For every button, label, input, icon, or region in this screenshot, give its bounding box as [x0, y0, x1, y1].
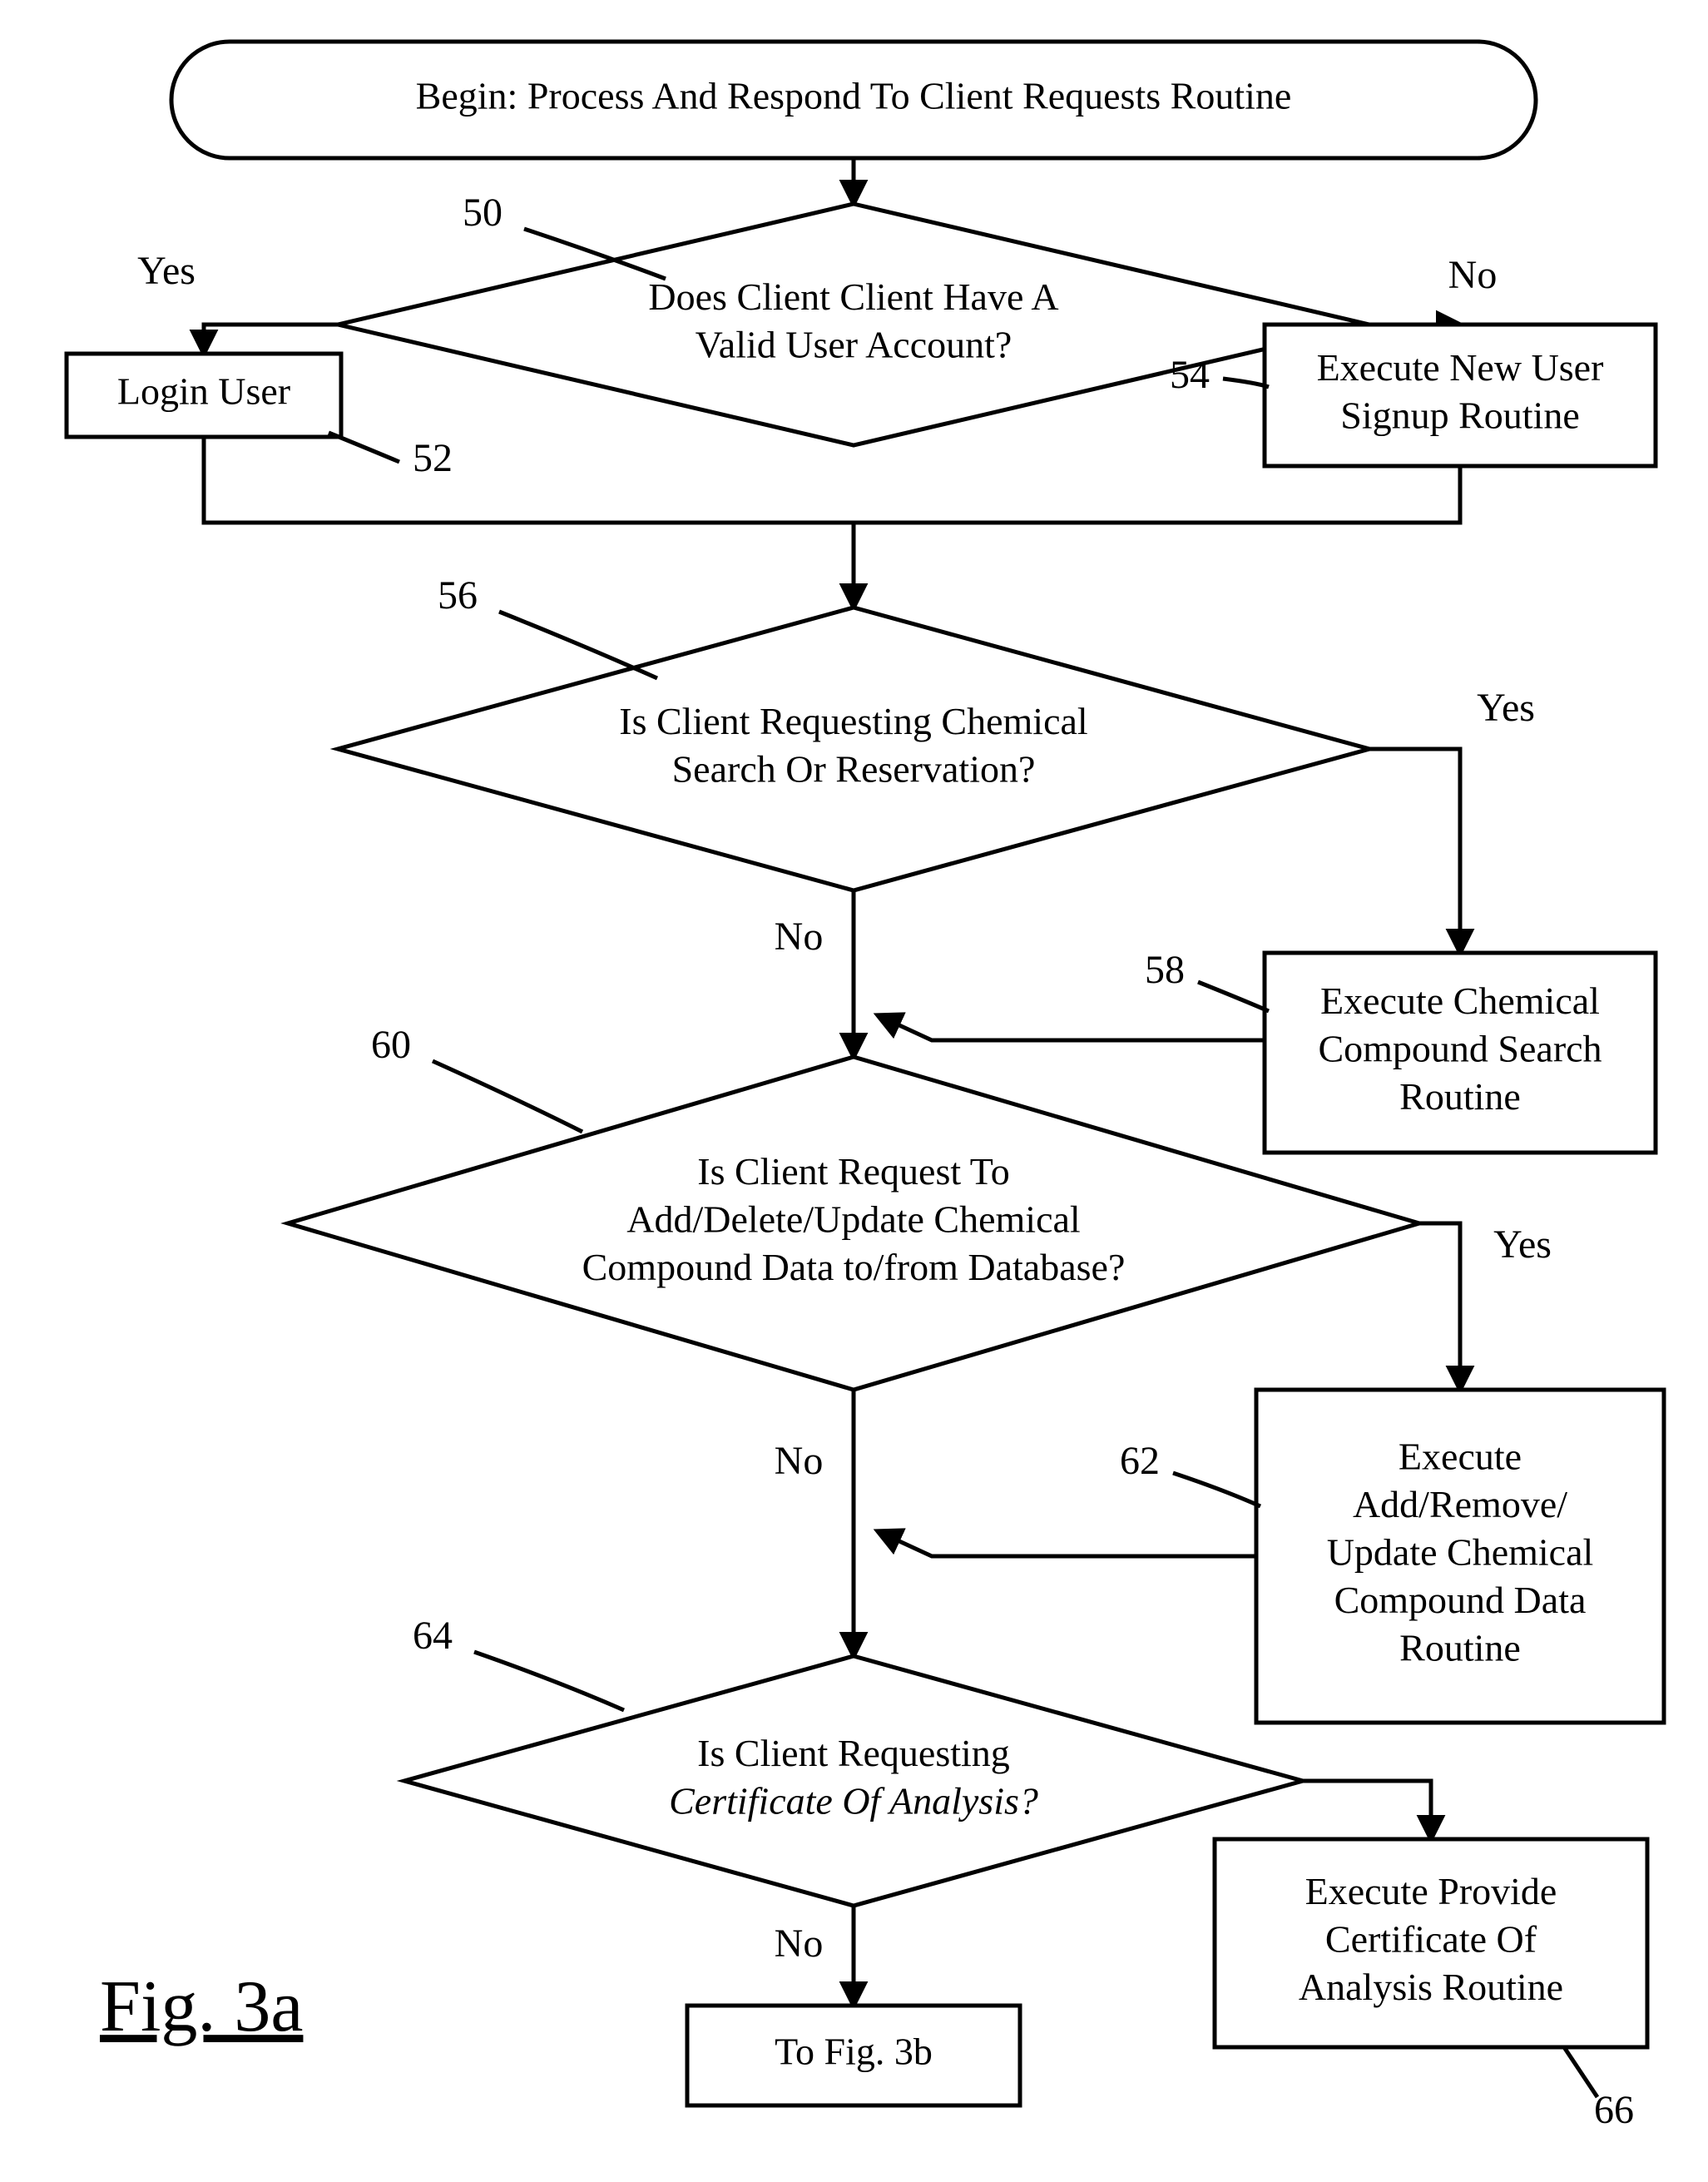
- reference-number: 58: [1145, 948, 1185, 992]
- edge-label: Yes: [1493, 1222, 1552, 1267]
- reference-leader: [1564, 2047, 1597, 2097]
- node-text-line: Analysis Routine: [1299, 1966, 1563, 2008]
- node-p52: Login User 52: [67, 354, 453, 480]
- node-text-line: Update Chemical: [1327, 1531, 1594, 1574]
- node-text-line: Certificate Of: [1325, 1918, 1537, 1961]
- node-text-line: Does Client Client Have A: [648, 275, 1058, 318]
- node-text-line: Is Client Requesting: [697, 1732, 1010, 1774]
- edge-label: Yes: [137, 249, 196, 293]
- node-text-line: Add/Remove/: [1353, 1483, 1567, 1525]
- reference-number: 64: [413, 1614, 453, 1658]
- node-text-line: Add/Delete/Update Chemical: [626, 1198, 1080, 1241]
- reference-leader: [329, 433, 399, 462]
- reference-number: 56: [438, 573, 478, 617]
- reference-number: 52: [413, 436, 453, 480]
- nodes-layer: Begin: Process And Respond To Client Req…: [67, 42, 1664, 2132]
- figure-label: Fig. 3a: [100, 1966, 303, 2047]
- node-d60: Is Client Request To Add/Delete/Update Ch…: [288, 1023, 1419, 1390]
- node-text-line: Execute: [1399, 1436, 1522, 1478]
- node-text-line: Compound Data to/from Database?: [582, 1246, 1126, 1288]
- node-d64: Is Client Requesting Certificate Of Analy…: [404, 1614, 1303, 1906]
- node-text-line: Is Client Requesting Chemical: [619, 700, 1087, 742]
- node-text-line: Search Or Reservation?: [672, 747, 1036, 790]
- edge-label: No: [775, 1439, 824, 1483]
- node-text-line: Routine: [1399, 1075, 1521, 1118]
- reference-number: 62: [1120, 1439, 1160, 1483]
- reference-leader: [499, 612, 657, 678]
- reference-number: 54: [1170, 353, 1210, 397]
- flow-edge: [878, 1015, 1265, 1040]
- node-text-line: Execute New User: [1317, 346, 1604, 389]
- flow-edge: [204, 437, 854, 607]
- reference-leader: [433, 1061, 582, 1132]
- node-text-line: Signup Routine: [1340, 394, 1580, 436]
- node-p58: Execute Chemical Compound Search Routine 58: [1145, 948, 1656, 1153]
- reference-number: 50: [463, 191, 502, 235]
- reference-number: 66: [1594, 2088, 1634, 2132]
- edge-label: No: [775, 1922, 824, 1966]
- flow-edge: [854, 466, 1460, 523]
- flow-edge: [878, 1531, 1256, 1556]
- reference-number: 60: [371, 1023, 411, 1067]
- flow-edge: [204, 325, 338, 354]
- node-text-line: Compound Data: [1334, 1579, 1587, 1621]
- node-end: To Fig. 3b: [687, 2006, 1020, 2105]
- node-d50: Does Client Client Have A Valid User Acco…: [338, 191, 1369, 445]
- edge-label: No: [1448, 253, 1498, 297]
- node-text-line: Compound Search: [1318, 1028, 1602, 1070]
- edge-label: Yes: [1477, 686, 1535, 730]
- node-text-line: Routine: [1399, 1627, 1521, 1669]
- edge-label: No: [775, 915, 824, 959]
- node-text-line: Valid User Account?: [696, 323, 1012, 365]
- node-d56: Is Client Requesting Chemical Search Or R…: [338, 573, 1369, 890]
- node-text-line: Certificate Of Analysis?: [669, 1779, 1038, 1822]
- node-p66: Execute Provide Certificate Of Analysis Ro…: [1215, 1839, 1647, 2132]
- flow-edge: [1369, 749, 1460, 953]
- node-text-line: Execute Chemical: [1320, 979, 1600, 1022]
- node-text-line: Begin: Process And Respond To Client Req…: [416, 75, 1292, 117]
- node-start: Begin: Process And Respond To Client Req…: [171, 42, 1536, 158]
- reference-leader: [474, 1652, 624, 1710]
- node-text-line: To Fig. 3b: [775, 2031, 933, 2073]
- node-text-line: Execute Provide: [1305, 1870, 1557, 1912]
- reference-leader: [1223, 379, 1269, 387]
- node-text-line: Is Client Request To: [697, 1150, 1009, 1193]
- flow-edge: [1419, 1223, 1460, 1390]
- reference-leader: [1173, 1473, 1260, 1506]
- node-text-line: Login User: [117, 370, 290, 413]
- reference-leader: [1198, 982, 1269, 1011]
